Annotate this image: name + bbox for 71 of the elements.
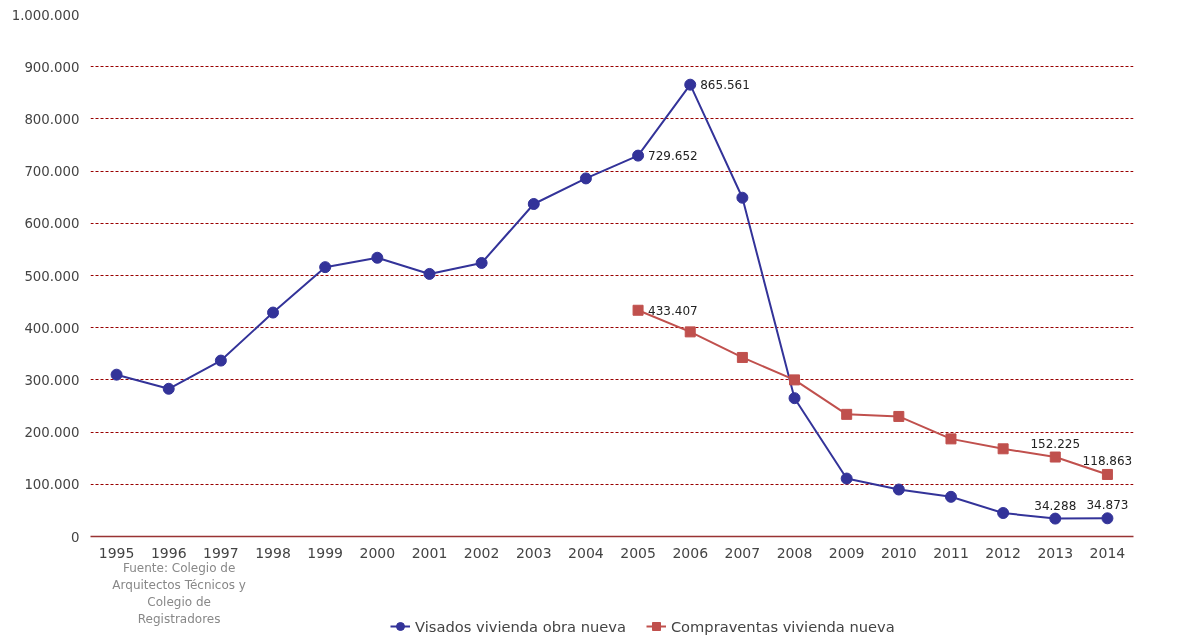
x-tick-label: 1995 — [98, 544, 135, 561]
point — [371, 251, 384, 264]
x-tick-label: 2004 — [568, 544, 604, 561]
y-tick-label: 200.000 — [24, 425, 80, 441]
point — [1101, 512, 1114, 525]
y-tick-label: 900.000 — [24, 59, 80, 75]
point — [789, 374, 801, 386]
x-tick-label: 2008 — [776, 544, 813, 561]
x-tick-label: 2007 — [724, 544, 761, 561]
point — [267, 306, 280, 319]
y-tick-label: 700.000 — [24, 164, 80, 180]
x-tick-label: 2002 — [463, 544, 500, 561]
point — [162, 382, 175, 395]
point — [997, 507, 1010, 519]
point — [1101, 468, 1113, 480]
x-tick-label: 2003 — [515, 544, 552, 561]
x-tick-label: 1999 — [307, 544, 343, 561]
data-label: 729.652 — [648, 149, 698, 164]
y-tick-label: 300.000 — [24, 372, 80, 388]
point — [892, 483, 905, 496]
point — [632, 304, 644, 316]
x-tick-label: 2009 — [828, 544, 865, 561]
point — [893, 410, 905, 422]
point — [944, 490, 957, 503]
point — [736, 191, 749, 204]
x-tick-label: 2005 — [620, 544, 656, 561]
x-tick-label: 1997 — [203, 544, 239, 561]
data-label: 34.288 — [1034, 498, 1077, 513]
point — [841, 408, 853, 420]
point — [945, 433, 957, 445]
point — [997, 443, 1009, 455]
source-note: Fuente: Colegio de Arquitectos Técnicos y Colegio de Registradores — [112, 561, 246, 626]
point — [1049, 451, 1061, 463]
data-label: 433.407 — [648, 303, 698, 318]
point — [475, 256, 488, 269]
y-tick-label: 500.000 — [24, 268, 80, 284]
y-tick-label: 1.000.000 — [11, 7, 80, 23]
y-tick-label: 0 — [71, 529, 80, 545]
y-tick-label: 100.000 — [24, 477, 80, 493]
x-tick-label: 1998 — [255, 544, 291, 561]
x-tick-label: 2014 — [1089, 544, 1126, 561]
point — [110, 368, 123, 381]
point — [684, 78, 697, 91]
x-tick-label: 2013 — [1037, 544, 1074, 561]
legend-label: Compraventas vivienda nueva — [670, 617, 895, 635]
point — [579, 172, 592, 185]
legend-label: Visados vivienda obra nueva — [415, 617, 626, 635]
point — [840, 472, 853, 485]
point — [1049, 512, 1062, 525]
x-tick-label: 2006 — [672, 544, 709, 561]
x-tick-label: 2012 — [985, 544, 1021, 561]
x-tick-label: 1996 — [150, 544, 187, 561]
point — [527, 198, 540, 210]
point — [214, 354, 227, 367]
point — [319, 261, 332, 274]
data-label: 118.863 — [1082, 454, 1133, 469]
point — [736, 351, 748, 363]
data-label: 34.873 — [1086, 498, 1129, 513]
y-tick-label: 400.000 — [24, 320, 80, 336]
x-tick-label: 2001 — [411, 544, 448, 561]
x-tick-label: 2010 — [881, 544, 917, 561]
y-tick-label: 800.000 — [24, 111, 80, 127]
point — [423, 267, 436, 280]
data-label: 865.561 — [700, 78, 750, 93]
point — [788, 392, 801, 405]
y-tick-label: 600.000 — [24, 216, 80, 232]
x-tick-label: 2000 — [359, 544, 396, 561]
point — [684, 326, 696, 338]
x-tick-label: 2011 — [933, 544, 969, 561]
data-label: 152.225 — [1030, 437, 1081, 452]
point — [632, 149, 645, 162]
